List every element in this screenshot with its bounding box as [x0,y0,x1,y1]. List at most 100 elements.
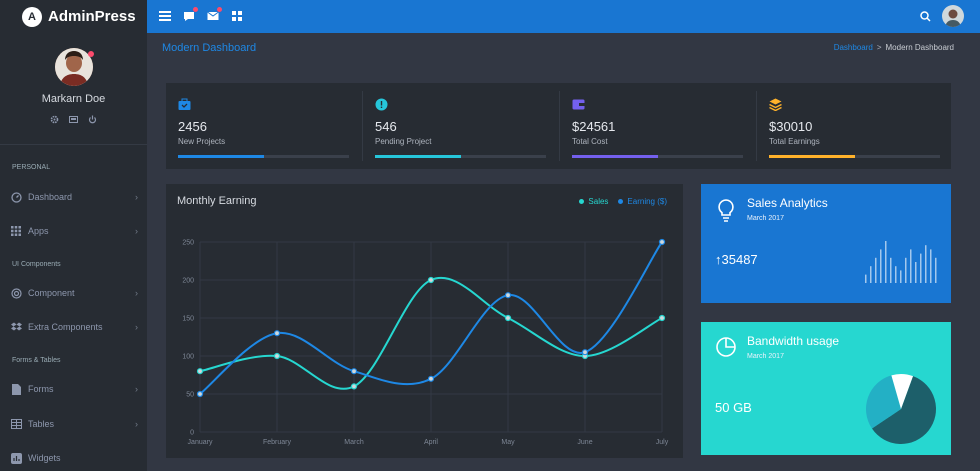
breadcrumb-link-dashboard[interactable]: Dashboard [833,43,873,52]
sales-analytics-date: March 2017 [747,215,784,222]
sales-analytics-title: Sales Analytics [747,196,828,210]
legend-item-earning[interactable]: Earning ($) [618,197,667,206]
data-point-sales[interactable] [196,368,204,375]
stat-total-earnings: $30010 Total Earnings [757,83,953,169]
data-point-earning[interactable] [196,390,204,398]
chevron-right-icon: › [135,384,138,394]
data-point-sales[interactable] [350,383,358,390]
dropbox-icon [10,321,22,333]
sparkline-bar [895,266,897,283]
sidebar-item-label: Widgets [28,453,61,463]
sidebar-item-label: Dashboard [28,192,73,202]
bandwidth-pie [866,374,936,444]
data-point-earning[interactable] [581,349,589,356]
divider [362,91,363,161]
power-icon[interactable] [88,111,97,124]
sidebar-item-extra-components[interactable]: Extra Components › [0,316,147,338]
data-point-earning[interactable] [658,238,666,246]
pie-slice[interactable] [871,376,936,444]
menu-icon[interactable] [158,9,172,23]
nav-caption-forms-tables: Forms & Tables [12,357,61,364]
data-point-earning[interactable] [427,375,435,382]
monthly-earning-chart: 0 50 100 150 200 250 January February March April… [182,238,669,446]
data-point-earning[interactable] [273,330,281,337]
message-icon[interactable] [182,7,198,23]
stat-pending-project: 546 Pending Project [363,83,559,169]
sparkline-bar [905,257,907,283]
stat-progress-fill [178,155,264,158]
sidebar-item-dashboard[interactable]: Dashboard › [0,186,147,208]
sidebar-item-tables[interactable]: Tables › [0,413,147,435]
data-point-sales[interactable] [273,352,281,360]
apps-grid-icon [10,225,22,237]
divider [756,91,757,161]
lightbulb-icon [715,198,737,222]
y-tick-label: 100 [182,354,194,361]
gear-icon[interactable] [50,111,59,124]
stat-label: New Projects [178,137,226,146]
grid-icon[interactable] [230,9,244,23]
sidebar-item-label: Forms [28,384,54,394]
profile-avatar[interactable] [55,48,93,86]
stat-progress [572,155,743,158]
pie-slice[interactable] [891,374,914,409]
sidebar-item-label: Apps [28,226,49,236]
sparkline-bar [865,274,867,283]
wallet-icon [572,98,585,111]
x-tick-label: July [656,439,669,446]
chevron-right-icon: › [135,192,138,202]
sidebar-item-label: Component [28,288,75,298]
sparkline-bar [870,266,872,283]
stat-value: 2456 [178,119,207,134]
y-tick-label: 0 [190,430,194,437]
stat-progress [375,155,546,158]
data-point-earning[interactable] [504,292,512,299]
data-point-sales[interactable] [504,314,512,322]
x-tick-label: June [577,439,592,446]
sales-sparkline [865,241,937,283]
trend-up-icon: ↑ [715,252,722,267]
x-tick-label: January [188,439,213,446]
stat-progress-fill [375,155,461,158]
chevron-right-icon: › [135,226,138,236]
user-avatar[interactable] [942,5,964,27]
pie-slice[interactable] [866,375,901,429]
table-icon [10,418,22,430]
sidebar-item-component[interactable]: Component › [0,282,147,304]
data-point-sales[interactable] [658,314,666,322]
briefcase-icon [178,98,191,111]
stat-label: Total Earnings [769,137,820,146]
sparkline-bar [935,257,937,283]
monthly-earning-card: 0 50 100 150 200 250 January February March April… [166,184,683,458]
y-tick-label: 50 [186,392,194,399]
layers-icon [769,98,782,112]
stat-value: 546 [375,119,397,134]
sales-analytics-card: Sales Analytics March 2017 ↑35487 [701,184,951,303]
y-tick-label: 200 [182,278,194,285]
profile-panel: Markarn Doe [0,33,147,145]
sparkline-bar [915,262,917,283]
inbox-icon[interactable] [69,111,78,123]
x-tick-label: April [424,439,438,446]
chart-title: Monthly Earning [177,195,257,207]
stat-total-cost: $24561 Total Cost [560,83,756,169]
legend-item-sales[interactable]: Sales [579,197,608,206]
notification-dot [217,7,222,12]
sidebar-item-label: Extra Components [28,322,103,332]
brand[interactable]: A AdminPress [0,0,147,33]
pie-chart-icon [715,336,737,358]
sparkline-bar [890,257,892,283]
stat-value: $30010 [769,119,813,134]
mail-icon[interactable] [206,7,222,23]
sidebar-item-widgets[interactable]: Widgets [0,447,147,469]
sidebar-item-apps[interactable]: Apps › [0,220,147,242]
data-point-sales[interactable] [427,276,435,284]
chevron-right-icon: › [135,288,138,298]
stat-progress [769,155,940,158]
stat-value: $24561 [572,119,616,134]
x-tick-label: May [501,439,515,446]
data-point-earning[interactable] [350,368,358,375]
sidebar-item-forms[interactable]: Forms › [0,378,147,400]
stat-label: Pending Project [375,137,432,146]
search-icon[interactable] [918,9,932,23]
